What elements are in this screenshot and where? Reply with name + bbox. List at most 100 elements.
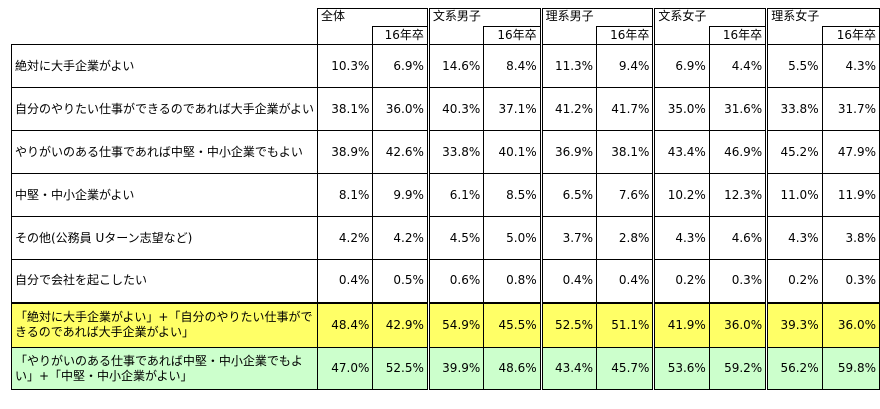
value-cell: 9.4% [596, 44, 655, 88]
value-cell: 37.1% [483, 87, 542, 131]
value-cell: 0.4% [317, 259, 374, 303]
value-cell: 36.9% [539, 130, 598, 174]
survey-results-table: 全体 文系男子 理系男子 文系女子 理系女子 16年卒 16年卒 16年卒 16… [10, 8, 880, 390]
value-cell: 6.1% [426, 173, 485, 217]
value-cell: 0.3% [708, 259, 768, 303]
value-cell: 43.4% [652, 130, 710, 174]
table-row: 自分で会社を起こしたい 0.4% 0.5% 0.6% 0.8% 0.4% 0.4… [10, 259, 880, 303]
value-cell: 9.9% [372, 173, 429, 217]
value-cell: 0.2% [765, 259, 823, 303]
value-cell: 4.3% [821, 44, 880, 88]
value-cell: 8.4% [483, 44, 542, 88]
value-cell: 11.3% [539, 44, 598, 88]
group-spacer [426, 26, 485, 45]
row-label: やりがいのある仕事であれば中堅・中小企業でもよい [10, 130, 319, 174]
value-cell: 40.3% [426, 87, 485, 131]
header-row-sub: 16年卒 16年卒 16年卒 16年卒 16年卒 [12, 26, 880, 45]
value-cell: 4.5% [426, 216, 485, 260]
value-cell: 43.4% [539, 347, 598, 390]
table-row: 中堅・中小企業がよい 8.1% 9.9% 6.1% 8.5% 6.5% 7.6%… [10, 173, 880, 217]
value-cell: 3.7% [539, 216, 598, 260]
value-cell: 52.5% [539, 301, 598, 348]
summary-label: 「やりがいのある仕事であれば中堅・中小企業でもよい」+「中堅・中小企業がよい」 [10, 347, 319, 390]
value-cell: 2.8% [596, 216, 655, 260]
value-cell: 59.8% [821, 347, 880, 390]
value-cell: 40.1% [483, 130, 542, 174]
table-row: やりがいのある仕事であれば中堅・中小企業でもよい 38.9% 42.6% 33.… [10, 130, 880, 174]
value-cell: 10.3% [317, 44, 374, 88]
value-cell: 3.8% [821, 216, 880, 260]
group-spacer [765, 26, 823, 45]
value-cell: 54.9% [426, 301, 485, 348]
value-cell: 52.5% [372, 347, 429, 390]
value-cell: 8.5% [483, 173, 542, 217]
sub-header-16: 16年卒 [596, 26, 655, 45]
sub-header-16: 16年卒 [372, 26, 429, 45]
row-label: 中堅・中小企業がよい [10, 173, 319, 217]
value-cell: 6.9% [652, 44, 710, 88]
group-header-all: 全体 [317, 8, 429, 27]
table-row: その他(公務員 Uターン志望など) 4.2% 4.2% 4.5% 5.0% 3.… [10, 216, 880, 260]
value-cell: 45.7% [596, 347, 655, 390]
value-cell: 35.0% [652, 87, 710, 131]
value-cell: 39.9% [426, 347, 485, 390]
value-cell: 4.3% [765, 216, 823, 260]
value-cell: 8.1% [317, 173, 374, 217]
value-cell: 42.9% [372, 301, 429, 348]
group-header-science-female: 理系女子 [765, 8, 880, 27]
group-spacer [317, 26, 374, 45]
header-row-groups: 全体 文系男子 理系男子 文系女子 理系女子 [11, 8, 880, 45]
value-cell: 5.0% [483, 216, 542, 260]
value-cell: 10.2% [652, 173, 710, 217]
value-cell: 41.7% [596, 87, 655, 131]
value-cell: 6.5% [539, 173, 598, 217]
value-cell: 38.1% [317, 87, 374, 131]
row-label: その他(公務員 Uターン志望など) [10, 216, 319, 260]
corner-cell [11, 8, 319, 45]
group-spacer [652, 26, 710, 45]
value-cell: 5.5% [765, 44, 823, 88]
sub-header-16: 16年卒 [483, 26, 542, 45]
value-cell: 38.9% [317, 130, 374, 174]
value-cell: 36.0% [708, 301, 768, 348]
value-cell: 0.4% [596, 259, 655, 303]
value-cell: 36.0% [821, 301, 880, 348]
value-cell: 4.2% [372, 216, 429, 260]
value-cell: 31.7% [821, 87, 880, 131]
group-header-humanities-male: 文系男子 [426, 8, 542, 27]
value-cell: 33.8% [765, 87, 823, 131]
value-cell: 33.8% [426, 130, 485, 174]
value-cell: 11.0% [765, 173, 823, 217]
value-cell: 59.2% [708, 347, 768, 390]
group-header-science-male: 理系男子 [539, 8, 655, 27]
value-cell: 4.3% [652, 216, 710, 260]
value-cell: 0.6% [426, 259, 485, 303]
value-cell: 41.9% [652, 301, 710, 348]
summary-row-large-company: 「絶対に大手企業がよい」+「自分のやりたい仕事ができるのであれば大手企業がよい」… [10, 301, 880, 348]
value-cell: 48.4% [317, 301, 374, 348]
value-cell: 45.2% [765, 130, 823, 174]
row-label: 絶対に大手企業がよい [10, 44, 319, 88]
value-cell: 7.6% [596, 173, 655, 217]
value-cell: 0.4% [539, 259, 598, 303]
table-row: 絶対に大手企業がよい 10.3% 6.9% 14.6% 8.4% 11.3% 9… [10, 44, 880, 88]
summary-label: 「絶対に大手企業がよい」+「自分のやりたい仕事ができるのであれば大手企業がよい」 [10, 301, 319, 348]
value-cell: 4.2% [317, 216, 374, 260]
value-cell: 45.5% [483, 301, 542, 348]
value-cell: 0.2% [652, 259, 710, 303]
row-label: 自分で会社を起こしたい [10, 259, 319, 303]
value-cell: 46.9% [708, 130, 768, 174]
value-cell: 4.6% [708, 216, 768, 260]
value-cell: 51.1% [596, 301, 655, 348]
row-label: 自分のやりたい仕事ができるのであれば大手企業がよい [10, 87, 319, 131]
value-cell: 48.6% [483, 347, 542, 390]
sub-header-16: 16年卒 [821, 26, 880, 45]
value-cell: 4.4% [708, 44, 768, 88]
value-cell: 0.5% [372, 259, 429, 303]
value-cell: 39.3% [765, 301, 823, 348]
value-cell: 14.6% [426, 44, 485, 88]
value-cell: 42.6% [372, 130, 429, 174]
value-cell: 0.3% [821, 259, 880, 303]
value-cell: 41.2% [539, 87, 598, 131]
group-spacer [539, 26, 598, 45]
